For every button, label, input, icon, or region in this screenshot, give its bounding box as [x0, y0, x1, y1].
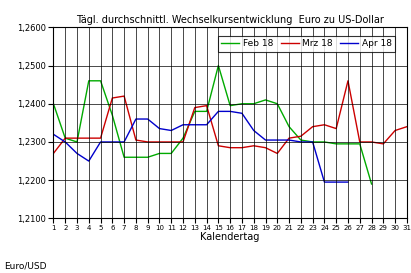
- Feb 18: [286, 125, 291, 128]
- Mrz 18: [216, 144, 221, 147]
- Mrz 18: [251, 144, 256, 147]
- Feb 18: [357, 142, 362, 146]
- Apr 18: [63, 140, 68, 144]
- Mrz 18: [381, 142, 386, 146]
- Mrz 18: [404, 125, 409, 128]
- Feb 18: [334, 142, 339, 146]
- Mrz 18: [134, 138, 139, 142]
- Feb 18: [204, 110, 209, 113]
- Text: Euro/USD: Euro/USD: [4, 261, 46, 270]
- Mrz 18: [357, 140, 362, 144]
- Mrz 18: [369, 140, 374, 144]
- Mrz 18: [180, 140, 185, 144]
- Mrz 18: [310, 125, 315, 128]
- Apr 18: [298, 140, 303, 144]
- Apr 18: [286, 138, 291, 142]
- Apr 18: [334, 180, 339, 184]
- Apr 18: [310, 140, 315, 144]
- Apr 18: [51, 133, 56, 136]
- Mrz 18: [275, 152, 280, 155]
- Feb 18: [110, 114, 115, 117]
- Apr 18: [263, 138, 268, 142]
- Apr 18: [169, 129, 174, 132]
- Feb 18: [63, 136, 68, 140]
- Feb 18: [346, 142, 351, 146]
- Title: Tägl. durchschnittl. Wechselkursentwicklung  Euro zu US-Dollar: Tägl. durchschnittl. Wechselkursentwickl…: [76, 15, 384, 25]
- Apr 18: [180, 123, 185, 126]
- Feb 18: [251, 102, 256, 105]
- Apr 18: [157, 127, 162, 130]
- Apr 18: [86, 159, 91, 163]
- Feb 18: [298, 138, 303, 142]
- Mrz 18: [286, 136, 291, 140]
- Apr 18: [122, 140, 127, 144]
- Mrz 18: [228, 146, 233, 149]
- Mrz 18: [51, 152, 56, 155]
- Feb 18: [240, 102, 245, 105]
- Mrz 18: [263, 146, 268, 149]
- Mrz 18: [145, 140, 150, 144]
- Line: Feb 18: Feb 18: [53, 66, 372, 184]
- Feb 18: [192, 110, 197, 113]
- Mrz 18: [63, 136, 68, 140]
- Feb 18: [157, 152, 162, 155]
- Apr 18: [74, 152, 79, 155]
- Mrz 18: [393, 129, 397, 132]
- Mrz 18: [322, 123, 327, 126]
- Mrz 18: [157, 140, 162, 144]
- Mrz 18: [346, 79, 351, 82]
- Feb 18: [216, 64, 221, 67]
- Feb 18: [369, 182, 374, 186]
- Apr 18: [275, 138, 280, 142]
- X-axis label: Kalendertag: Kalendertag: [201, 232, 260, 242]
- Feb 18: [122, 156, 127, 159]
- Apr 18: [110, 140, 115, 144]
- Mrz 18: [169, 140, 174, 144]
- Mrz 18: [122, 94, 127, 98]
- Mrz 18: [74, 136, 79, 140]
- Feb 18: [310, 140, 315, 144]
- Feb 18: [51, 102, 56, 105]
- Apr 18: [192, 123, 197, 126]
- Mrz 18: [86, 136, 91, 140]
- Mrz 18: [334, 127, 339, 130]
- Feb 18: [145, 156, 150, 159]
- Line: Mrz 18: Mrz 18: [53, 81, 407, 153]
- Apr 18: [134, 117, 139, 121]
- Feb 18: [322, 140, 327, 144]
- Mrz 18: [98, 136, 103, 140]
- Mrz 18: [192, 106, 197, 109]
- Apr 18: [145, 117, 150, 121]
- Feb 18: [169, 152, 174, 155]
- Apr 18: [240, 112, 245, 115]
- Feb 18: [228, 104, 233, 107]
- Mrz 18: [110, 96, 115, 100]
- Apr 18: [204, 123, 209, 126]
- Apr 18: [346, 180, 351, 184]
- Feb 18: [134, 156, 139, 159]
- Feb 18: [275, 102, 280, 105]
- Mrz 18: [204, 104, 209, 107]
- Apr 18: [228, 110, 233, 113]
- Feb 18: [180, 136, 185, 140]
- Line: Apr 18: Apr 18: [53, 111, 348, 182]
- Legend: Feb 18, Mrz 18, Apr 18: Feb 18, Mrz 18, Apr 18: [218, 36, 395, 52]
- Mrz 18: [298, 135, 303, 138]
- Feb 18: [86, 79, 91, 82]
- Feb 18: [263, 98, 268, 102]
- Mrz 18: [240, 146, 245, 149]
- Apr 18: [216, 110, 221, 113]
- Apr 18: [322, 180, 327, 184]
- Apr 18: [251, 129, 256, 132]
- Apr 18: [98, 140, 103, 144]
- Feb 18: [74, 140, 79, 144]
- Feb 18: [98, 79, 103, 82]
